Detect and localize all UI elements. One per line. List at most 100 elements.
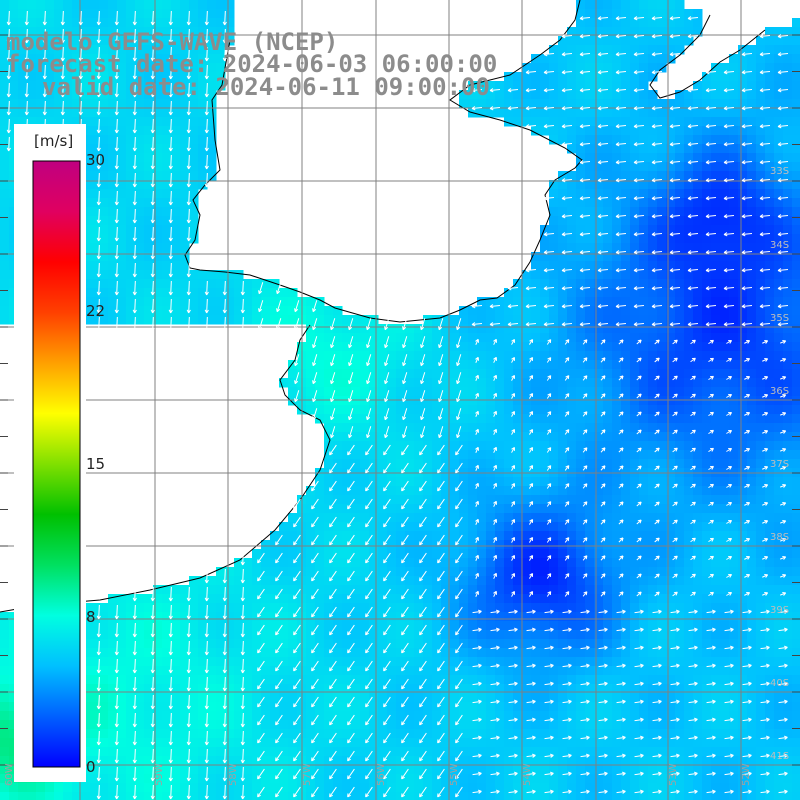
- speed-cell: [9, 225, 19, 235]
- speed-cell: [558, 675, 568, 685]
- speed-cell: [153, 693, 163, 703]
- speed-cell: [486, 702, 496, 712]
- speed-cell: [603, 693, 613, 703]
- speed-cell: [693, 144, 703, 154]
- speed-cell: [738, 405, 748, 415]
- speed-cell: [468, 639, 478, 649]
- speed-cell: [513, 315, 523, 325]
- speed-cell: [495, 450, 505, 460]
- speed-cell: [513, 459, 523, 469]
- speed-cell: [603, 297, 613, 307]
- speed-cell: [756, 243, 766, 253]
- speed-cell: [342, 324, 352, 334]
- speed-cell: [783, 144, 793, 154]
- speed-cell: [576, 297, 586, 307]
- speed-cell: [207, 126, 217, 136]
- speed-cell: [549, 477, 559, 487]
- speed-cell: [729, 288, 739, 298]
- speed-cell: [261, 684, 271, 694]
- speed-cell: [666, 360, 676, 370]
- speed-cell: [0, 189, 10, 199]
- speed-cell: [99, 144, 109, 154]
- speed-cell: [450, 342, 460, 352]
- speed-cell: [693, 684, 703, 694]
- speed-cell: [315, 351, 325, 361]
- speed-cell: [594, 378, 604, 388]
- speed-cell: [531, 117, 541, 127]
- speed-cell: [756, 549, 766, 559]
- speed-cell: [522, 315, 532, 325]
- speed-cell: [675, 279, 685, 289]
- speed-cell: [522, 459, 532, 469]
- speed-cell: [783, 288, 793, 298]
- speed-cell: [72, 72, 82, 82]
- speed-cell: [495, 441, 505, 451]
- speed-cell: [504, 630, 514, 640]
- speed-cell: [333, 594, 343, 604]
- speed-cell: [261, 648, 271, 658]
- speed-cell: [675, 540, 685, 550]
- speed-cell: [153, 144, 163, 154]
- speed-cell: [90, 81, 100, 91]
- speed-cell: [738, 486, 748, 496]
- speed-cell: [99, 279, 109, 289]
- speed-cell: [369, 693, 379, 703]
- speed-cell: [243, 675, 253, 685]
- speed-cell: [666, 135, 676, 145]
- speed-cell: [639, 252, 649, 262]
- speed-cell: [792, 189, 800, 199]
- speed-cell: [369, 342, 379, 352]
- speed-cell: [567, 495, 577, 505]
- speed-cell: [468, 594, 478, 604]
- speed-cell: [666, 693, 676, 703]
- speed-cell: [540, 522, 550, 532]
- speed-cell: [477, 612, 487, 622]
- speed-cell: [612, 126, 622, 136]
- speed-cell: [702, 117, 712, 127]
- speed-cell: [684, 234, 694, 244]
- speed-cell: [612, 243, 622, 253]
- speed-cell: [720, 288, 730, 298]
- speed-cell: [216, 36, 226, 46]
- speed-cell: [315, 513, 325, 523]
- speed-cell: [738, 54, 748, 64]
- speed-cell: [432, 567, 442, 577]
- speed-cell: [621, 603, 631, 613]
- speed-cell: [351, 504, 361, 514]
- speed-cell: [774, 675, 784, 685]
- speed-cell: [585, 423, 595, 433]
- speed-cell: [567, 576, 577, 586]
- speed-cell: [765, 171, 775, 181]
- speed-cell: [657, 621, 667, 631]
- speed-cell: [747, 396, 757, 406]
- speed-cell: [441, 585, 451, 595]
- speed-cell: [234, 657, 244, 667]
- speed-cell: [693, 477, 703, 487]
- speed-cell: [738, 531, 748, 541]
- speed-cell: [36, 36, 46, 46]
- speed-cell: [117, 234, 127, 244]
- speed-cell: [153, 720, 163, 730]
- speed-cell: [756, 315, 766, 325]
- speed-cell: [459, 405, 469, 415]
- speed-cell: [468, 702, 478, 712]
- speed-cell: [720, 594, 730, 604]
- speed-cell: [567, 45, 577, 55]
- speed-cell: [396, 711, 406, 721]
- speed-cell: [135, 54, 145, 64]
- speed-cell: [693, 675, 703, 685]
- speed-cell: [261, 720, 271, 730]
- speed-cell: [693, 27, 703, 37]
- speed-cell: [567, 432, 577, 442]
- speed-cell: [594, 693, 604, 703]
- speed-cell: [621, 657, 631, 667]
- speed-cell: [396, 639, 406, 649]
- speed-cell: [441, 666, 451, 676]
- speed-cell: [675, 621, 685, 631]
- speed-cell: [243, 612, 253, 622]
- speed-cell: [396, 405, 406, 415]
- speed-cell: [738, 477, 748, 487]
- speed-cell: [315, 504, 325, 514]
- speed-cell: [567, 477, 577, 487]
- speed-cell: [423, 639, 433, 649]
